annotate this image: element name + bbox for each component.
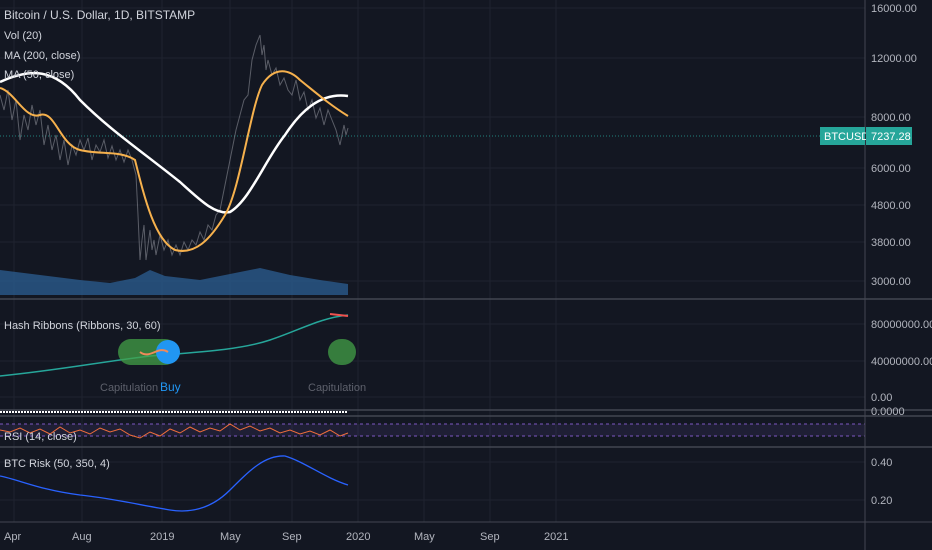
time-tick: Sep — [282, 531, 302, 543]
time-tick: Sep — [480, 531, 500, 543]
indicator-ma50: MA (50, close) — [4, 69, 74, 81]
mini-pane-tick: 0.0000 — [871, 406, 905, 418]
btc-risk-title: BTC Risk (50, 350, 4) — [4, 458, 110, 470]
price-tag-value: 7237.28 — [871, 131, 911, 143]
price-tag-symbol-bg — [820, 127, 865, 145]
vertical-gridlines — [13, 0, 557, 522]
chart-legend: Bitcoin / U.S. Dollar, 1D, BITSTAMP Vol … — [4, 8, 195, 332]
price-pane[interactable] — [0, 7, 865, 295]
price-tick: 4800.00 — [871, 200, 911, 212]
price-gridlines — [0, 7, 865, 282]
price-axis[interactable]: 16000.00 12000.00 8000.00 6000.00 4800.0… — [871, 3, 917, 288]
hash-tick: 40000000.00 — [871, 356, 932, 368]
capitulation-label-1: Capitulation — [100, 382, 158, 394]
price-tick: 12000.00 — [871, 53, 917, 65]
rsi-line — [0, 423, 349, 439]
price-tick: 8000.00 — [871, 112, 911, 124]
hash-ribbon-line-red — [329, 313, 349, 317]
rsi-band — [0, 424, 865, 436]
price-tick: 3000.00 — [871, 276, 911, 288]
time-tick: Apr — [4, 531, 21, 543]
time-axis[interactable]: Apr Aug 2019 May Sep 2020 May Sep 2021 — [4, 531, 568, 543]
ma50-line — [0, 70, 349, 252]
symbol-title: Bitcoin / U.S. Dollar, 1D, BITSTAMP — [4, 8, 195, 22]
ribbon-crossover — [139, 349, 169, 356]
buy-label: Buy — [160, 380, 181, 394]
volume-bars — [0, 268, 348, 295]
hash-ribbons-title: Hash Ribbons (Ribbons, 30, 60) — [4, 320, 161, 332]
capitulation-label-2: Capitulation — [308, 382, 366, 394]
ma200-line — [0, 71, 349, 214]
risk-line — [0, 455, 349, 512]
indicator-ma200: MA (200, close) — [4, 50, 80, 62]
risk-tick: 0.40 — [871, 457, 892, 469]
hash-tick: 80000000.00 — [871, 319, 932, 331]
price-tick: 6000.00 — [871, 163, 911, 175]
price-tag-symbol: BTCUSD — [824, 131, 869, 143]
price-tick: 3800.00 — [871, 237, 911, 249]
hash-ribbons-pane[interactable]: Capitulation Buy Capitulation — [0, 313, 865, 398]
time-tick: 2021 — [544, 531, 568, 543]
risk-tick: 0.20 — [871, 495, 892, 507]
hash-axis[interactable]: 80000000.00 40000000.00 0.00 — [871, 319, 932, 404]
time-tick: May — [414, 531, 435, 543]
time-tick: 2020 — [346, 531, 370, 543]
time-tick: 2019 — [150, 531, 174, 543]
risk-axis[interactable]: 0.40 0.20 — [871, 457, 892, 507]
price-tag-value-bg — [866, 127, 912, 145]
hash-ribbon-line — [0, 314, 349, 377]
btc-risk-pane[interactable]: BTC Risk (50, 350, 4) — [0, 455, 865, 512]
price-tick: 16000.00 — [871, 3, 917, 15]
time-tick: May — [220, 531, 241, 543]
time-tick: Aug — [72, 531, 92, 543]
indicator-volume: Vol (20) — [4, 30, 42, 42]
rsi-pane[interactable]: RSI (14, close) — [0, 423, 865, 443]
capitulation-ribbon-2 — [328, 339, 356, 365]
price-tag: BTCUSD 7237.28 — [820, 127, 912, 145]
hash-tick: 0.00 — [871, 392, 892, 404]
rsi-title: RSI (14, close) — [4, 431, 77, 443]
